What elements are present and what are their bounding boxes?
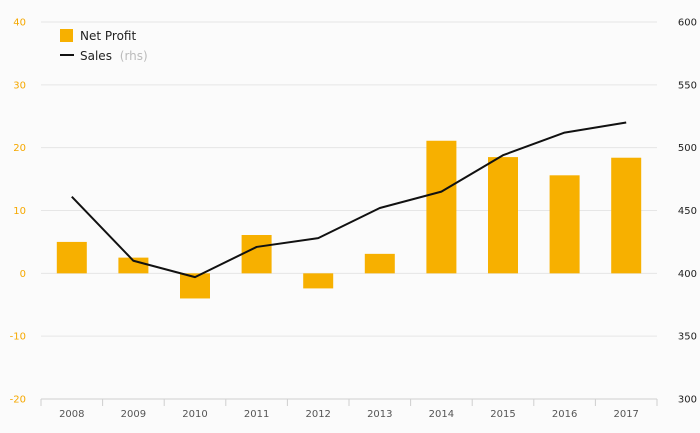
x-tick-label: 2015 <box>490 409 515 420</box>
y-right-tick-label: 600 <box>678 18 697 29</box>
legend-net-profit-label: Net Profit <box>80 29 136 43</box>
x-tick-label: 2009 <box>121 409 146 420</box>
y-left-tick-label: 10 <box>13 206 26 217</box>
x-tick-label: 2013 <box>367 409 392 420</box>
legend-sales-rhs: (rhs) <box>120 49 148 63</box>
net-profit-bar <box>549 175 580 274</box>
y-right-tick-label: 400 <box>678 269 697 280</box>
sales-line-layer <box>71 121 627 279</box>
axes: 403020100-10-206005505004504003503002008… <box>10 18 697 421</box>
y-right-tick-label: 450 <box>678 206 697 217</box>
x-tick-label: 2008 <box>59 409 84 420</box>
legend-sales-label: Sales (rhs) <box>80 49 148 63</box>
y-left-tick-label: 0 <box>20 269 26 280</box>
y-left-tick-label: -10 <box>10 332 26 343</box>
net-profit-bars <box>56 140 642 299</box>
net-profit-bar <box>241 235 272 274</box>
net-profit-bar <box>303 273 334 289</box>
net-profit-bar <box>488 157 518 274</box>
legend-net-profit-swatch <box>60 29 73 42</box>
y-left-tick-label: 30 <box>13 80 26 91</box>
y-right-tick-label: 550 <box>678 80 697 91</box>
x-tick-label: 2016 <box>552 409 577 420</box>
y-right-tick-label: 350 <box>678 332 697 343</box>
net-profit-bar <box>611 157 642 274</box>
net-profit-bar <box>426 140 457 274</box>
x-tick-label: 2014 <box>429 409 454 420</box>
y-right-tick-label: 300 <box>678 395 697 406</box>
x-tick-label: 2010 <box>182 409 207 420</box>
net-profit-bar <box>56 241 87 274</box>
net-profit-bar <box>364 253 395 274</box>
legend: Net Profit Sales (rhs) <box>60 29 148 63</box>
sales-line <box>71 121 627 279</box>
x-tick-label: 2017 <box>613 409 638 420</box>
y-left-tick-label: -20 <box>10 395 26 406</box>
net-profit-bar <box>118 257 149 274</box>
y-left-tick-label: 20 <box>13 143 26 154</box>
legend-sales-name: Sales <box>80 49 112 63</box>
y-left-tick-label: 40 <box>13 18 26 29</box>
x-tick-label: 2012 <box>305 409 330 420</box>
y-right-tick-label: 500 <box>678 143 697 154</box>
x-tick-label: 2011 <box>244 409 269 420</box>
